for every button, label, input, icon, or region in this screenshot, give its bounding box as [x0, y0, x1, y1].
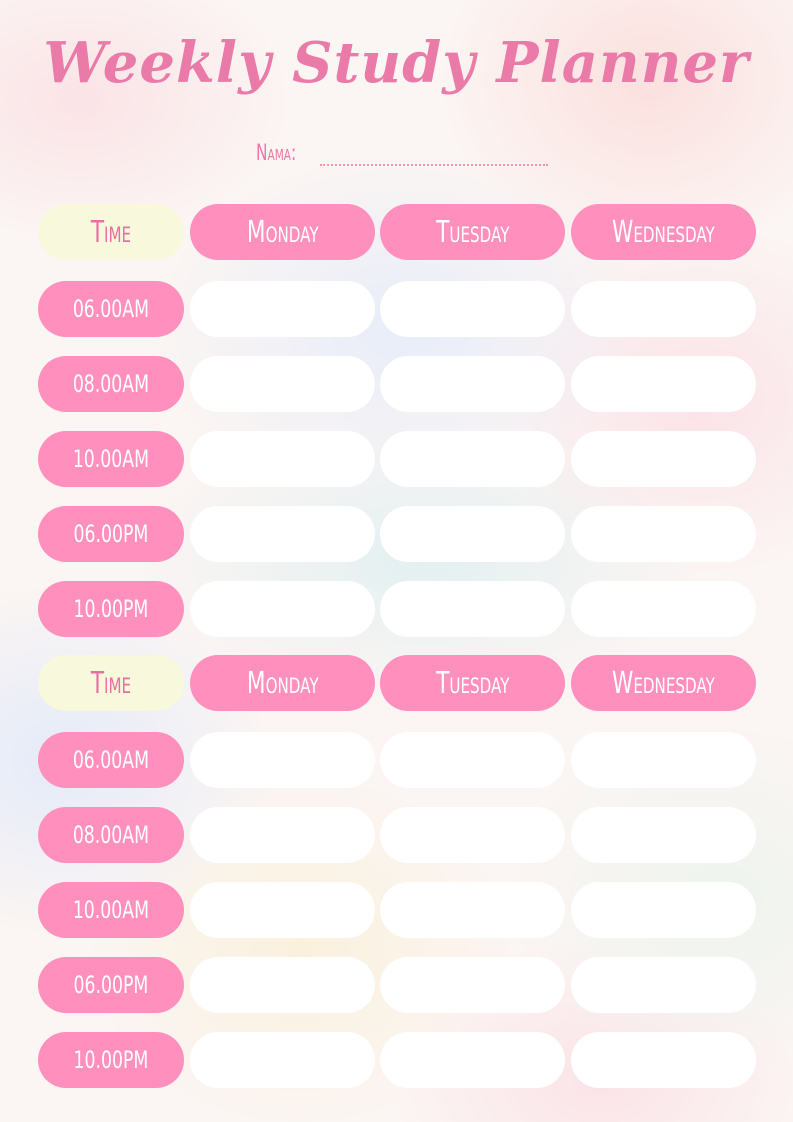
time-slot: 10.00PM: [38, 581, 184, 637]
time-slot-label: 06.00AM: [72, 295, 150, 323]
time-slot: 06.00AM: [38, 281, 184, 337]
planner-cell[interactable]: [571, 281, 756, 337]
day-header-tuesday: Tuesday: [380, 655, 565, 711]
day-header-monday-label: Monday: [246, 214, 319, 250]
planner-cell[interactable]: [571, 506, 756, 562]
day-header-monday-label: Monday: [246, 665, 319, 701]
time-slot: 06.00AM: [38, 732, 184, 788]
day-header-monday: Monday: [190, 204, 375, 260]
planner-cell[interactable]: [380, 431, 565, 487]
time-header: Time: [38, 204, 184, 260]
day-header-wednesday-label: Wednesday: [612, 665, 715, 701]
time-header-label: Time: [90, 214, 132, 250]
time-slot-label: 10.00AM: [72, 445, 150, 473]
time-slot-label: 06.00PM: [73, 520, 149, 548]
time-slot: 06.00PM: [38, 506, 184, 562]
planner-cell[interactable]: [380, 1032, 565, 1088]
planner-cell[interactable]: [571, 1032, 756, 1088]
planner-cell[interactable]: [380, 807, 565, 863]
planner-cell[interactable]: [190, 506, 375, 562]
time-slot: 08.00AM: [38, 356, 184, 412]
time-slot-label: 10.00PM: [73, 595, 149, 623]
planner-cell[interactable]: [380, 882, 565, 938]
planner-cell[interactable]: [380, 581, 565, 637]
planner-cell[interactable]: [190, 356, 375, 412]
planner-cell[interactable]: [190, 431, 375, 487]
time-slot: 10.00AM: [38, 431, 184, 487]
planner-cell[interactable]: [190, 281, 375, 337]
time-slot-label: 06.00PM: [73, 971, 149, 999]
time-slot-label: 10.00AM: [72, 896, 150, 924]
planner-cell[interactable]: [571, 431, 756, 487]
planner-cell[interactable]: [571, 732, 756, 788]
day-header-wednesday: Wednesday: [571, 204, 756, 260]
name-label: Nama:: [256, 141, 297, 166]
planner-cell[interactable]: [571, 356, 756, 412]
day-header-tuesday-label: Tuesday: [435, 665, 510, 701]
time-slot-label: 10.00PM: [73, 1046, 149, 1074]
planner-cell[interactable]: [380, 957, 565, 1013]
day-header-monday: Monday: [190, 655, 375, 711]
planner-cell[interactable]: [380, 506, 565, 562]
planner-cell[interactable]: [571, 882, 756, 938]
day-header-wednesday-label: Wednesday: [612, 214, 715, 250]
page-title: Weekly Study Planner: [43, 30, 750, 96]
planner-cell[interactable]: [190, 1032, 375, 1088]
day-header-tuesday: Tuesday: [380, 204, 565, 260]
day-header-wednesday: Wednesday: [571, 655, 756, 711]
time-header-label: Time: [90, 665, 132, 701]
time-header: Time: [38, 655, 184, 711]
planner-cell[interactable]: [571, 807, 756, 863]
planner-cell[interactable]: [190, 807, 375, 863]
planner-cell[interactable]: [380, 281, 565, 337]
time-slot: 08.00AM: [38, 807, 184, 863]
planner-cell[interactable]: [380, 356, 565, 412]
planner-cell[interactable]: [190, 957, 375, 1013]
planner-cell[interactable]: [571, 581, 756, 637]
name-field: Nama:: [256, 138, 548, 166]
time-slot-label: 08.00AM: [72, 370, 150, 398]
name-input-line[interactable]: [320, 138, 548, 166]
planner-cell[interactable]: [190, 732, 375, 788]
time-slot-label: 06.00AM: [72, 746, 150, 774]
planner-cell[interactable]: [190, 882, 375, 938]
time-slot: 06.00PM: [38, 957, 184, 1013]
planner-cell[interactable]: [190, 581, 375, 637]
planner-cell[interactable]: [380, 732, 565, 788]
time-slot: 10.00PM: [38, 1032, 184, 1088]
time-slot: 10.00AM: [38, 882, 184, 938]
planner-cell[interactable]: [571, 957, 756, 1013]
time-slot-label: 08.00AM: [72, 821, 150, 849]
day-header-tuesday-label: Tuesday: [435, 214, 510, 250]
